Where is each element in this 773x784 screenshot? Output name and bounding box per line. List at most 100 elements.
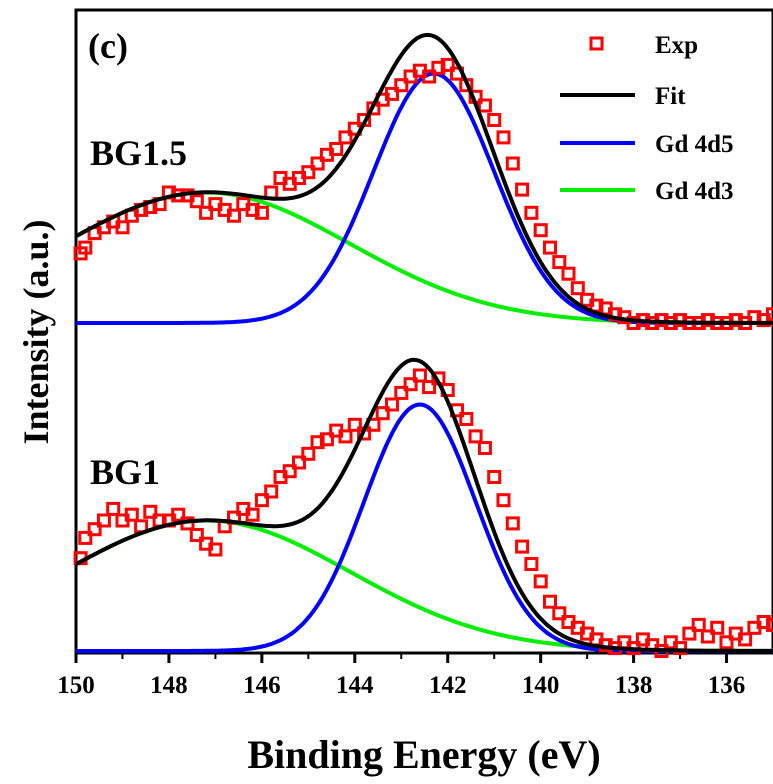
- exp-point: [543, 594, 557, 609]
- exp-point: [403, 377, 418, 392]
- exp-point: [552, 255, 567, 270]
- exp-point: [710, 620, 725, 635]
- exp-point: [431, 60, 446, 75]
- exp-point: [738, 632, 753, 647]
- exp-point: [292, 455, 306, 470]
- exp-point: [124, 507, 139, 522]
- exp-point: [338, 429, 353, 444]
- exp-point: [394, 78, 409, 93]
- exp-point: [338, 130, 353, 145]
- exp-point: [199, 205, 214, 220]
- x-tick-label: 136: [708, 672, 746, 699]
- x-tick-label: 148: [150, 672, 188, 699]
- legend-gd4d3-label: Gd 4d3: [655, 178, 734, 205]
- legend-exp-marker: [589, 36, 604, 51]
- exp-point: [143, 504, 158, 519]
- exp-point: [533, 223, 548, 238]
- exp-point: [254, 205, 269, 220]
- exp-point: [487, 470, 502, 484]
- legend: Exp Fit Gd 4d5 Gd 4d3: [560, 32, 734, 205]
- exp-point: [626, 316, 641, 330]
- exp-point: [412, 368, 427, 383]
- exp-point: [78, 530, 93, 545]
- plot-frame: [74, 8, 773, 655]
- exp-point: [496, 130, 511, 145]
- exp-point: [301, 165, 316, 180]
- legend-gd4d5-label: Gd 4d5: [655, 131, 734, 158]
- exp-point: [487, 113, 502, 127]
- x-tick-label: 140: [522, 672, 560, 699]
- exp-point: [264, 484, 279, 499]
- exp-point: [301, 446, 316, 461]
- exp-point: [375, 406, 390, 421]
- spectrum-label-bottom: BG1: [90, 452, 160, 492]
- exp-point: [756, 615, 771, 629]
- exp-point: [87, 522, 102, 537]
- exp-point: [700, 313, 715, 328]
- legend-fit-label: Fit: [655, 83, 686, 110]
- exp-point: [570, 281, 585, 296]
- x-axis-title: Binding Energy (eV): [247, 732, 600, 777]
- exp-point: [673, 313, 688, 328]
- x-tick-label: 144: [336, 672, 374, 699]
- exp-point: [691, 617, 706, 632]
- exp-point: [329, 142, 344, 156]
- exp-point: [254, 493, 269, 508]
- exp-point: [552, 606, 567, 621]
- exp-point: [96, 513, 111, 528]
- exp-point: [515, 539, 530, 554]
- exp-point: [700, 629, 715, 644]
- exp-point: [189, 528, 204, 542]
- exp-point: [245, 202, 260, 217]
- x-tick-label: 146: [243, 672, 281, 699]
- exp-point: [515, 182, 530, 197]
- exp-point: [394, 385, 409, 400]
- exp-point: [282, 464, 297, 479]
- exp-point: [422, 380, 437, 395]
- exp-point: [208, 542, 223, 557]
- exp-point: [719, 635, 734, 650]
- exp-point: [561, 266, 576, 281]
- exp-point: [385, 86, 399, 101]
- gd4d3-curve-BG1.5: [75, 190, 773, 325]
- exp-point: [319, 432, 334, 447]
- exp-point: [78, 240, 93, 255]
- exp-point: [115, 220, 130, 235]
- exp-point: [171, 507, 186, 522]
- spectrum-label-top: BG1.5: [90, 133, 187, 173]
- exp-point: [477, 98, 492, 113]
- exp-point: [524, 557, 539, 571]
- exp-point: [543, 240, 557, 255]
- x-tick-label: 138: [615, 672, 653, 699]
- exp-point: [524, 205, 539, 220]
- exp-point: [505, 156, 520, 171]
- exp-point: [227, 208, 241, 223]
- exp-point: [347, 417, 362, 432]
- exp-point: [477, 441, 492, 455]
- exp-point: [682, 626, 697, 641]
- x-tick-label: 142: [429, 672, 467, 699]
- x-tick-label: 150: [57, 672, 95, 699]
- exp-point: [106, 501, 121, 516]
- fit-curve-BG1: [75, 357, 773, 653]
- exp-point: [728, 313, 743, 328]
- exp-point: [310, 435, 325, 450]
- exp-point: [310, 156, 325, 171]
- exp-point: [496, 493, 511, 508]
- exp-point: [505, 516, 520, 531]
- exp-point: [422, 69, 437, 84]
- exp-point: [673, 641, 688, 656]
- exp-point: [459, 412, 474, 426]
- panel-label: (c): [88, 26, 128, 66]
- exp-point: [189, 194, 204, 209]
- exp-point: [385, 397, 399, 412]
- exp-point: [440, 57, 455, 72]
- gd4d3-curve-BG1: [75, 518, 773, 653]
- fit-curve-BG1.5: [75, 32, 773, 325]
- exp-point: [533, 574, 548, 589]
- y-axis-title: Intensity (a.u.): [16, 219, 56, 444]
- exp-point: [766, 307, 773, 322]
- exp-point: [468, 429, 483, 444]
- experimental-points: [73, 32, 773, 658]
